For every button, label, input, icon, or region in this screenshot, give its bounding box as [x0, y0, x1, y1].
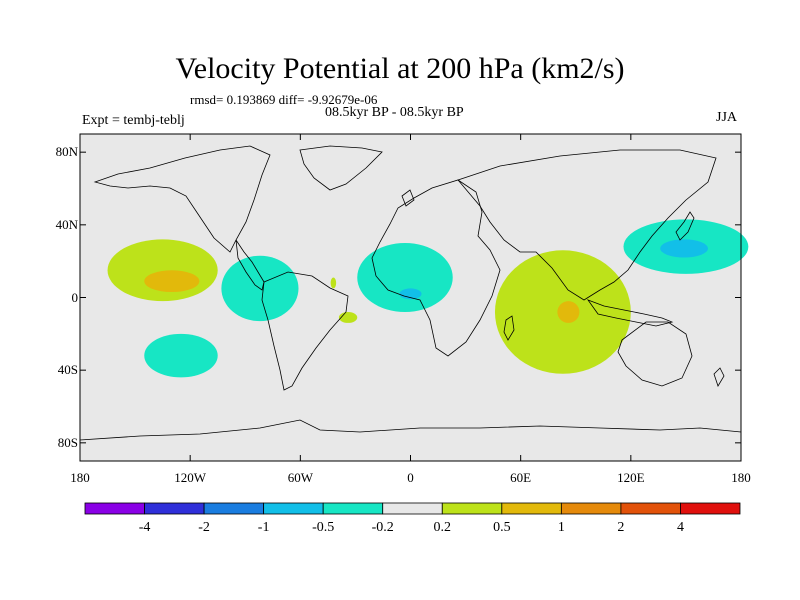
coastline-japan	[675, 211, 695, 241]
y-tick-label: 40N	[55, 216, 78, 232]
colorbar-label: 4	[676, 520, 684, 535]
colorbar-label: -0.2	[371, 520, 394, 535]
colorbar-label: -0.5	[312, 520, 335, 535]
stats-label: rmsd= 0.193869 diff= -9.92679e-06	[190, 92, 378, 107]
contour-region-atlantic-small-north	[330, 277, 337, 289]
colorbar-label: -4	[138, 520, 151, 535]
colorbar-swatch-3	[263, 502, 324, 515]
colorbar-label: -2	[198, 520, 210, 535]
colorbar-swatch-4	[322, 502, 384, 515]
x-tick-label: 180	[70, 470, 90, 485]
season-label: JJA	[716, 110, 738, 125]
x-tick-label: 60E	[510, 470, 532, 485]
chart-title: Velocity Potential at 200 hPa (km2/s)	[175, 52, 625, 85]
colorbar-label: 2	[617, 520, 625, 535]
x-tick-label: 120W	[174, 470, 207, 485]
coastlines	[79, 145, 742, 441]
coastline-south-america	[261, 271, 349, 391]
coastline-north-america	[93, 145, 271, 253]
coastline-australia	[617, 321, 693, 387]
y-tick-label: 80N	[55, 144, 78, 160]
colorbar-swatch-6	[441, 502, 503, 515]
period-label: 08.5kyr BP - 08.5kyr BP	[325, 105, 464, 120]
contour-region-east-pacific-north	[107, 239, 218, 302]
colorbar-label: -1	[257, 520, 270, 535]
coastline-europe-africa	[371, 179, 501, 357]
coastline-new-zealand	[713, 367, 725, 387]
colorbar-swatch-2	[203, 502, 265, 515]
y-tick-label: 40S	[57, 362, 78, 378]
x-tick-label: 180	[731, 470, 751, 485]
coastline-antarctica	[79, 419, 742, 441]
colorbar-label: 1	[557, 520, 565, 535]
coastline-madagascar	[503, 315, 515, 341]
colorbar-swatch-10	[680, 502, 741, 515]
colorbar-swatch-8	[560, 502, 622, 515]
contour-region-east-pacific-south	[144, 333, 218, 378]
colorbar-swatch-7	[501, 502, 562, 515]
colorbar-label: 0.5	[493, 520, 511, 535]
colorbar-swatch-5	[382, 502, 443, 515]
x-tick-label: 60W	[287, 470, 313, 485]
x-tick-label: 120E	[617, 470, 645, 485]
colorbar-swatch-9	[620, 502, 681, 515]
contour-region-western-pacific-core	[660, 239, 708, 258]
x-tick-label: 0	[407, 470, 414, 485]
colorbar-swatch-0	[84, 502, 145, 515]
coastline-central-america	[235, 239, 265, 291]
colorbar-swatch-1	[144, 502, 205, 515]
experiment-label: Expt = tembj-teblj	[82, 113, 185, 128]
y-tick-label: 0	[71, 289, 79, 305]
coastline-uk	[401, 189, 415, 207]
y-tick-label: 80S	[57, 434, 78, 450]
contour-region-east-pacific-north-core	[144, 270, 200, 293]
colorbar-label: 0.2	[433, 520, 452, 535]
contour-region-indian-ocean-core	[557, 301, 580, 323]
coastline-asia	[457, 149, 717, 301]
contour-region-west-africa	[357, 243, 453, 313]
coastline-indonesia	[586, 299, 674, 327]
coastline-greenland	[299, 145, 383, 191]
